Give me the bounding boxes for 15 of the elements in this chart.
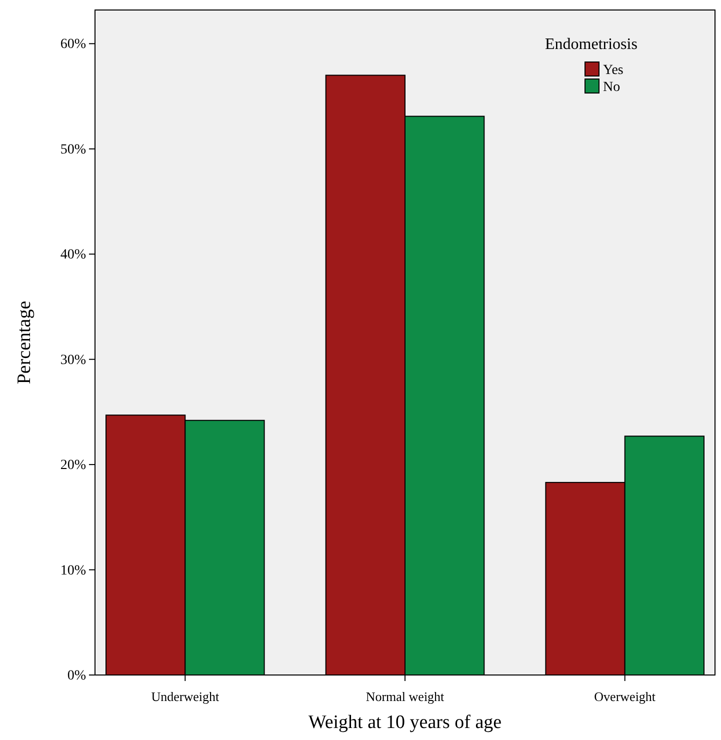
x-tick-label: Underweight xyxy=(151,688,220,704)
legend-label: No xyxy=(603,80,620,95)
x-tick-label: Overweight xyxy=(594,688,656,704)
y-tick-label: 0% xyxy=(67,668,86,684)
legend-title: Endometriosis xyxy=(545,36,638,53)
y-tick-label: 50% xyxy=(60,142,86,158)
y-tick-label: 20% xyxy=(60,458,86,474)
y-tick-label: 30% xyxy=(60,352,86,368)
x-tick-label: Normal weight xyxy=(366,688,445,704)
y-tick-label: 60% xyxy=(60,37,86,52)
y-tick-label: 10% xyxy=(60,563,86,578)
x-axis-title: Weight at 10 years of age xyxy=(308,712,502,733)
legend-label: Yes xyxy=(603,63,624,78)
y-tick-label: 40% xyxy=(60,248,86,263)
y-axis-title: Percentage xyxy=(14,300,35,384)
